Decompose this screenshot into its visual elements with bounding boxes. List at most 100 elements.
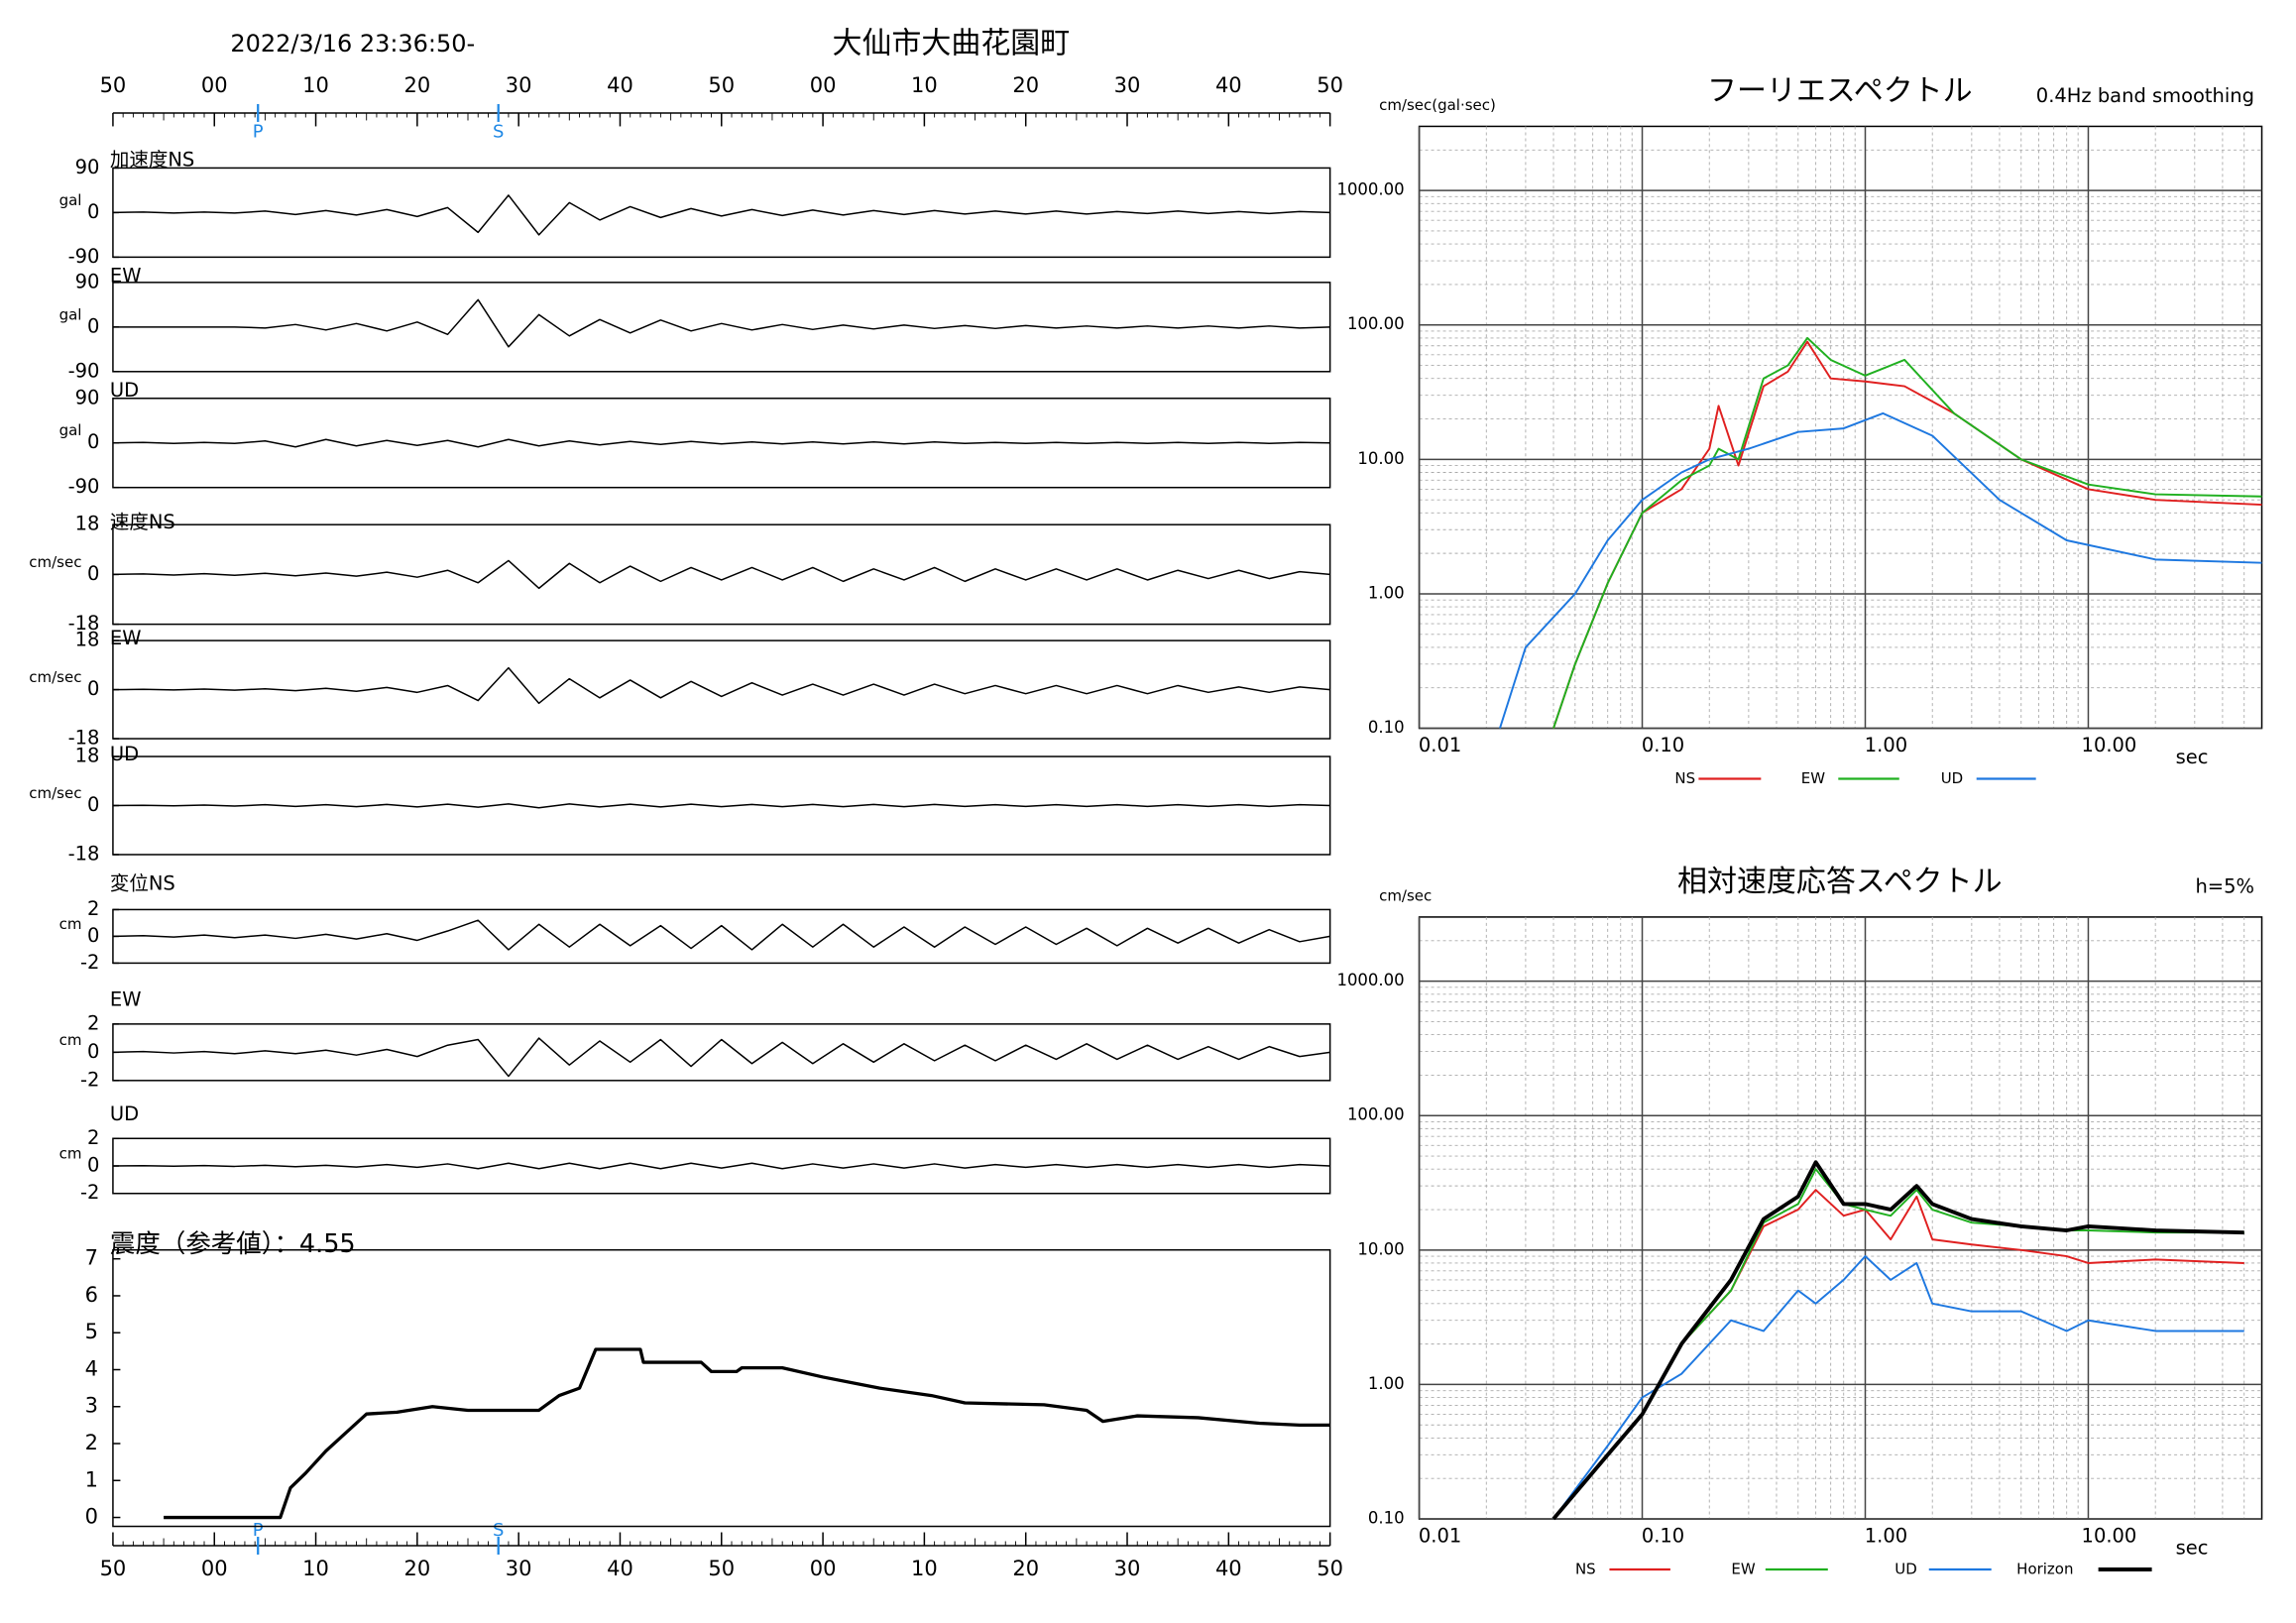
legend-label: EW	[1801, 769, 1825, 787]
x-tick-label: 0.01	[1419, 1525, 1461, 1548]
y-tick-label: -90	[68, 359, 100, 382]
spectrum-box	[1418, 916, 2263, 1520]
y-tick-label: 5	[85, 1320, 98, 1343]
wave-label: EW	[110, 627, 142, 649]
spectrum-line	[1552, 1255, 2244, 1520]
time-tick-label: 30	[506, 1557, 532, 1580]
time-tick-label: 50	[100, 1557, 127, 1580]
wave-unit: gal	[59, 191, 82, 209]
wave-label: EW	[110, 264, 142, 287]
waveform-trace	[112, 559, 1330, 590]
time-tick-label: 50	[1317, 73, 1343, 97]
wave-box	[112, 908, 1331, 965]
spectrum-note: 0.4Hz band smoothing	[2036, 84, 2254, 107]
y-tick-label: 2	[85, 1431, 98, 1454]
y-tick-label: 100.00	[1347, 314, 1405, 333]
wave-label: EW	[110, 987, 142, 1010]
wave-label: UD	[110, 743, 139, 765]
y-tick-label: 10.00	[1357, 1239, 1404, 1258]
x-tick-label: 1.00	[1865, 1525, 1907, 1548]
legend-label: Horizon	[2016, 1561, 2073, 1578]
wave-label: 変位NS	[110, 871, 175, 894]
y-tick-label: 0	[87, 314, 99, 337]
x-tick-label: 0.10	[1642, 734, 1684, 756]
spectrum-line	[1499, 411, 2262, 729]
y-tick-label: 0	[85, 1505, 98, 1529]
y-tick-label: 10.00	[1357, 449, 1404, 468]
y-tick-label: 0	[87, 200, 99, 223]
y-tick-label: 3	[85, 1394, 98, 1418]
phase-label: S	[493, 1520, 504, 1541]
y-tick-label: 100.00	[1347, 1105, 1405, 1124]
time-tick-label: 00	[810, 1557, 837, 1580]
waveform-trace	[112, 666, 1330, 705]
y-tick-label: 1.00	[1368, 1374, 1405, 1393]
x-tick-label: 0.10	[1642, 1525, 1684, 1548]
wave-box	[112, 755, 1331, 856]
wave-unit: cm	[59, 1145, 82, 1163]
time-tick-label: 20	[1012, 1557, 1039, 1580]
y-tick-label: 6	[85, 1283, 98, 1307]
wave-box	[112, 167, 1331, 259]
time-tick-label: 10	[302, 73, 329, 97]
y-tick-label: -2	[80, 1181, 99, 1204]
y-tick-label: 0	[87, 677, 99, 700]
legend-label: UD	[1941, 769, 1964, 787]
spectrum-box	[1418, 125, 2263, 730]
spectrum-line	[1552, 336, 2262, 729]
time-tick-label: 40	[607, 1557, 633, 1580]
y-tick-label: 0	[87, 1154, 99, 1177]
wave-unit: cm	[59, 915, 82, 933]
time-tick-label: 00	[810, 73, 837, 97]
waveform-trace	[112, 194, 1330, 236]
phase-label: S	[493, 121, 504, 142]
phase-label: P	[253, 121, 264, 142]
y-tick-label: 0	[87, 924, 99, 947]
y-tick-label: -90	[68, 475, 100, 498]
y-tick-label: 18	[75, 745, 100, 767]
y-tick-label: 1000.00	[1336, 971, 1404, 989]
waveform-trace	[112, 803, 1330, 809]
time-tick-label: 40	[1215, 73, 1242, 97]
y-tick-label: 2	[87, 897, 99, 920]
y-tick-label: 18	[75, 629, 100, 651]
phase-label: P	[253, 1520, 264, 1541]
time-tick-label: 00	[201, 73, 228, 97]
time-tick-label: 30	[1114, 73, 1141, 97]
y-tick-label: 18	[75, 513, 100, 535]
waveform-trace	[112, 298, 1330, 348]
time-tick-label: 00	[201, 1557, 228, 1580]
y-tick-label: -2	[80, 1068, 99, 1091]
y-tick-label: 0.10	[1368, 1509, 1405, 1528]
time-tick-label: 10	[911, 1557, 938, 1580]
time-tick-label: 20	[404, 1557, 431, 1580]
time-tick-label: 30	[1114, 1557, 1141, 1580]
intensity-title: 震度（参考値）：4.55	[110, 1229, 356, 1259]
station-title: 大仙市大曲花園町	[833, 27, 1071, 61]
y-tick-label: -18	[68, 612, 100, 635]
y-tick-label: 0	[87, 793, 99, 816]
x-axis-label: sec	[2176, 746, 2209, 768]
wave-unit: gal	[59, 305, 82, 323]
y-axis-label: cm/sec	[1379, 886, 1432, 904]
wave-unit: cm/sec	[29, 784, 81, 802]
wave-unit: cm/sec	[29, 668, 81, 686]
time-tick-label: 50	[1317, 1557, 1343, 1580]
x-tick-label: 10.00	[2082, 734, 2137, 756]
x-tick-label: 0.01	[1419, 734, 1461, 756]
wave-unit: cm	[59, 1031, 82, 1049]
y-tick-label: -90	[68, 245, 100, 268]
datetime: 2022/3/16 23:36:50-	[230, 30, 475, 58]
y-tick-label: 0	[87, 430, 99, 453]
legend-label: NS	[1575, 1561, 1596, 1578]
intensity-box	[112, 1248, 1331, 1528]
spectrum-note: h=5%	[2195, 874, 2254, 897]
spectrum-line	[1551, 1160, 2244, 1521]
time-tick-label: 20	[404, 73, 431, 97]
y-tick-label: 90	[75, 386, 100, 408]
wave-box	[112, 1023, 1331, 1082]
wave-label: UD	[110, 379, 139, 402]
y-tick-label: 7	[85, 1246, 98, 1270]
legend-label: NS	[1674, 769, 1695, 787]
y-tick-label: 1	[85, 1467, 98, 1491]
